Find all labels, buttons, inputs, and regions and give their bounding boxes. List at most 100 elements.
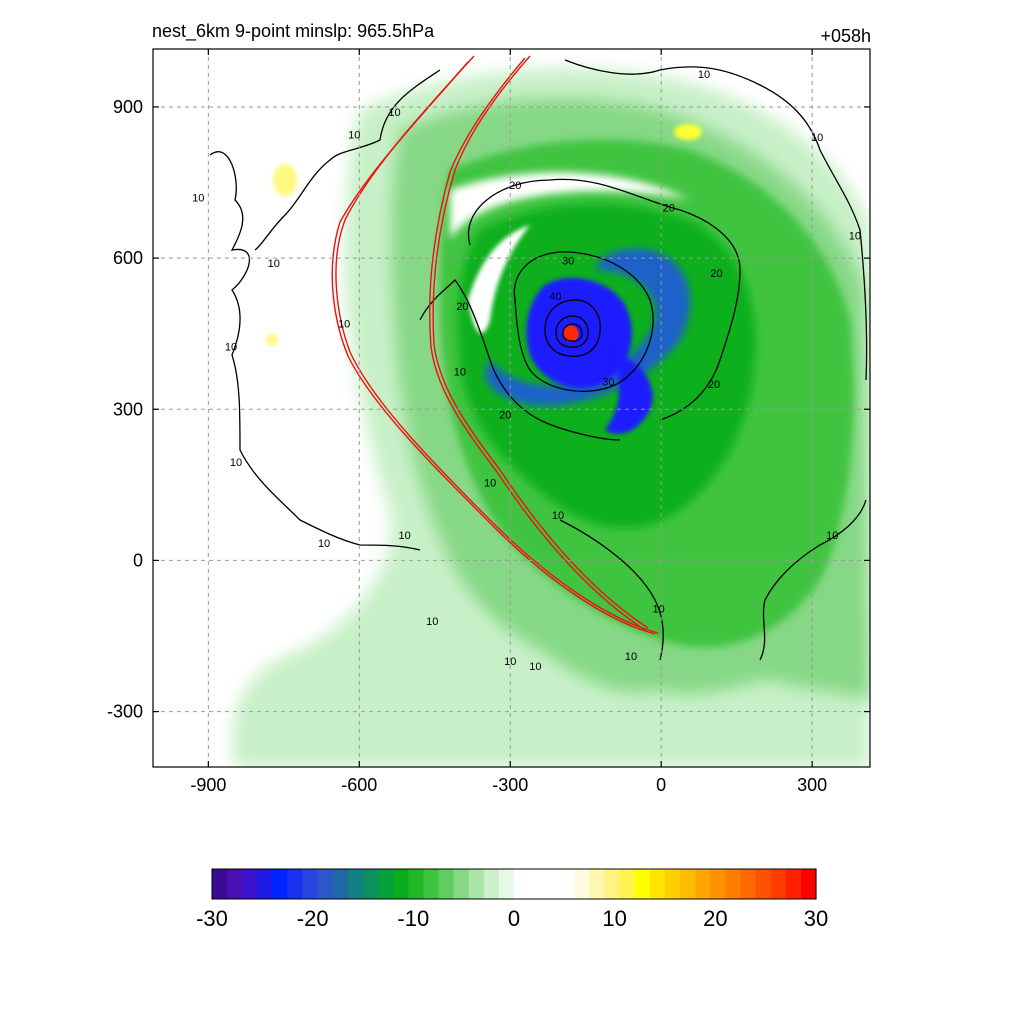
y-tick-label: 600 (113, 248, 143, 268)
track-inner (429, 57, 646, 631)
contour-label: 10 (552, 510, 564, 522)
colorbar-tick-label: 0 (508, 906, 520, 931)
y-tick-label: 0 (133, 550, 143, 570)
plot-frame (152, 48, 871, 768)
contour-label: 10 (338, 319, 350, 331)
contour-label: 10 (348, 130, 360, 142)
contour-20 (467, 178, 741, 421)
storm-eye-inner (562, 325, 579, 342)
field-yellow-patch (273, 164, 297, 196)
contour-label: 30 (562, 256, 574, 268)
contour-label: 20 (710, 268, 722, 280)
colorbar-swatch (257, 869, 273, 899)
contour-label: 10 (268, 258, 280, 270)
track-outer (331, 61, 656, 635)
colorbar-swatch (332, 869, 349, 899)
field-strong-blue-core (526, 277, 632, 389)
x-tick-label: -900 (190, 775, 226, 795)
colorbar-swatch (695, 869, 711, 899)
contour-label: 10 (698, 69, 710, 81)
colorbar-swatch (710, 869, 726, 899)
colorbar-swatch (302, 869, 319, 899)
contour-30 (513, 251, 654, 392)
colorbar-tick-label: -10 (397, 906, 429, 931)
contour-label: 20 (456, 301, 468, 313)
contour-label: 40 (549, 291, 561, 303)
colorbar-swatch (680, 869, 696, 899)
forecast-hour-label: +058h (820, 26, 871, 46)
axes: -900 -600 -300 0 300 -300 0 300 600 900 (107, 49, 870, 795)
contour-label: 10 (225, 341, 237, 353)
colorbar-tick-label: 10 (602, 906, 626, 931)
colorbar-swatch (423, 869, 440, 899)
colorbar-swatch (468, 869, 485, 899)
colorbar-swatch (317, 869, 334, 899)
colorbar-swatch (453, 869, 470, 899)
colorbar-tick-label: 20 (703, 906, 727, 931)
contour-label: 10 (484, 477, 496, 489)
colorbar-swatch (649, 869, 666, 899)
contour-label: 10 (811, 132, 823, 144)
colorbar-swatch (347, 869, 364, 899)
contour-labels: 10 10 10 10 10 10 10 10 10 10 10 10 10 10 10 10 10 10 10 10… (192, 69, 861, 673)
colorbar-swatch (604, 869, 621, 899)
contour-label: 20 (509, 180, 521, 192)
colorbar-swatch (665, 869, 681, 899)
contour-label: 20 (499, 409, 511, 421)
contour-40 (562, 323, 583, 342)
colorbar-swatch (242, 869, 258, 899)
contour-10 (564, 59, 868, 381)
colorbar-swatch (755, 869, 772, 899)
contour-label: 10 (230, 457, 242, 469)
colorbar-swatch (619, 869, 636, 899)
colorbar-swatch (378, 869, 394, 899)
x-tick-label: 300 (797, 775, 827, 795)
colorbar-swatch (438, 869, 455, 899)
field-clear-arc (468, 225, 530, 334)
contour-label: 10 (318, 538, 330, 550)
colorbar-swatch (785, 869, 802, 899)
colorbar-swatch (514, 869, 530, 899)
contour-label: 20 (663, 203, 675, 215)
contour-label: 10 (388, 107, 400, 119)
contour-label: 10 (426, 616, 438, 628)
colorbar-swatch (725, 869, 742, 899)
field-medium-blue-band (485, 248, 690, 406)
contour-label: 10 (653, 603, 665, 615)
colorbar-swatch (408, 869, 424, 899)
y-tick-label: 300 (113, 399, 143, 419)
contour-10 (209, 151, 421, 551)
contour-40 (555, 315, 589, 348)
colorbar-swatch (483, 869, 500, 899)
colorbar-swatch (272, 869, 289, 899)
contour-label: 30 (602, 377, 614, 389)
y-tick-label: -300 (107, 702, 143, 722)
field-yellow-patch (674, 124, 702, 140)
colorbar-swatch (212, 869, 228, 899)
colorbar-swatch (559, 869, 575, 899)
chart-title: nest_6km 9-point minslp: 965.5hPa (152, 21, 435, 41)
colorbar-frame (211, 868, 817, 900)
contour-label: 10 (529, 661, 541, 673)
y-tick-label: 900 (113, 97, 143, 117)
colorbar-swatch (363, 869, 379, 899)
colorbar-swatch (529, 869, 545, 899)
colorbar-swatch (800, 869, 817, 899)
colorbar-swatch (770, 869, 787, 899)
field-clear-arc (450, 172, 690, 240)
track-inner (432, 55, 649, 629)
field-yellow-patch (266, 334, 278, 346)
x-tick-label: -600 (341, 775, 377, 795)
colorbar-swatch (574, 869, 591, 899)
track-lines (331, 55, 659, 635)
contour-lines (209, 59, 868, 661)
contour-label: 10 (625, 651, 637, 663)
contour-10 (559, 519, 664, 661)
colorbar-swatch (227, 869, 243, 899)
x-tick-label: -300 (492, 775, 528, 795)
colorbar-swatch (589, 869, 606, 899)
colorbar-tick-label: -20 (297, 906, 329, 931)
colorbar-swatch (634, 869, 651, 899)
colorbar-tick-label: -30 (196, 906, 228, 931)
contour-40 (544, 299, 601, 357)
